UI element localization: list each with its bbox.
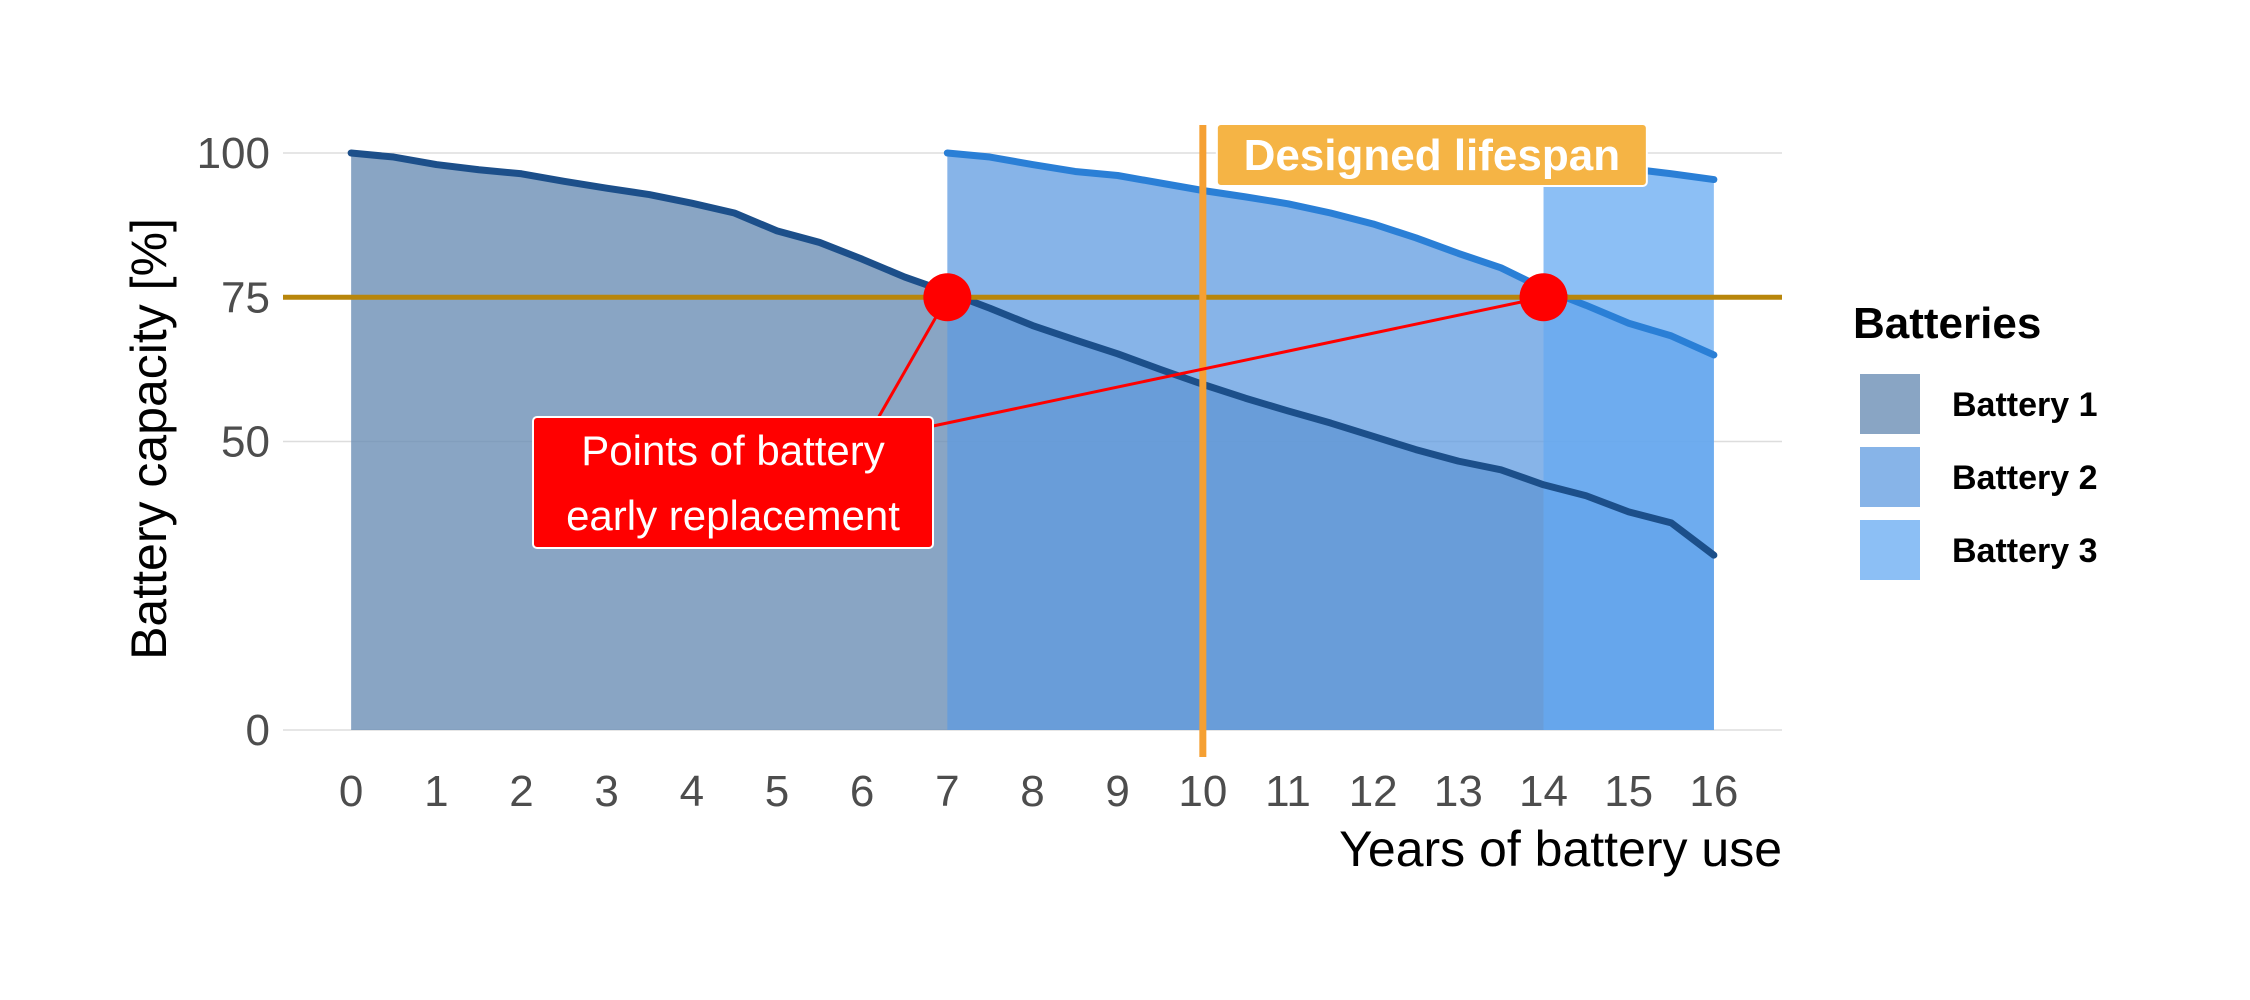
x-tick-label-4: 4 xyxy=(680,767,704,816)
lifespan-label: Designed lifespan xyxy=(1244,131,1621,180)
y-tick-label-0: 0 xyxy=(246,706,270,755)
legend: Batteries Battery 1 Battery 2 Battery 3 xyxy=(1853,299,2098,580)
replacement-point-2 xyxy=(1519,273,1568,322)
legend-title: Batteries xyxy=(1853,299,2041,348)
replacement-label-box xyxy=(532,416,934,549)
x-tick-label-5: 5 xyxy=(765,767,789,816)
replacement-point-1 xyxy=(923,273,972,322)
x-axis-title: Years of battery use xyxy=(1339,821,1782,877)
x-tick-label-3: 3 xyxy=(594,767,618,816)
x-tick-label-6: 6 xyxy=(850,767,874,816)
x-tick-label-11: 11 xyxy=(1265,767,1311,816)
y-tick-label-100: 100 xyxy=(197,129,270,178)
x-tick-label-8: 8 xyxy=(1020,767,1044,816)
lifespan-label-box xyxy=(1215,123,1648,187)
x-tick-label-15: 15 xyxy=(1604,767,1653,816)
x-tick-label-2: 2 xyxy=(509,767,533,816)
x-tick-label-12: 12 xyxy=(1349,767,1398,816)
legend-key-2 xyxy=(1860,447,1920,507)
area-series-3 xyxy=(1543,153,1714,730)
replacement-label-line1: Points of battery xyxy=(581,427,885,474)
x-tick-label-1: 1 xyxy=(424,767,448,816)
legend-entries: Battery 1 Battery 2 Battery 3 xyxy=(1860,374,2098,580)
legend-key-1 xyxy=(1860,374,1920,434)
legend-label-3: Battery 3 xyxy=(1952,532,2098,570)
x-tick-label-14: 14 xyxy=(1519,767,1568,816)
line-series-1 xyxy=(347,149,1718,559)
x-tick-label-13: 13 xyxy=(1434,767,1483,816)
x-tick-label-7: 7 xyxy=(935,767,959,816)
x-tick-label-10: 10 xyxy=(1178,767,1227,816)
annotation-layer: Designed lifespan Points of battery early … xyxy=(532,123,1648,549)
y-tick-label-50: 50 xyxy=(221,418,270,467)
connector-line-2 xyxy=(932,295,1544,428)
y-tick-label-75: 75 xyxy=(221,273,270,322)
x-tick-label-16: 16 xyxy=(1689,767,1738,816)
line-series-2 xyxy=(943,149,1718,359)
legend-key-3 xyxy=(1860,520,1920,580)
y-axis-title: Battery capacity [%] xyxy=(121,218,177,660)
x-tick-label-0: 0 xyxy=(339,767,363,816)
replacement-label-line2: early replacement xyxy=(566,492,900,539)
legend-label-2: Battery 2 xyxy=(1952,459,2098,497)
legend-label-1: Battery 1 xyxy=(1952,386,2098,424)
x-tick-label-9: 9 xyxy=(1105,767,1129,816)
